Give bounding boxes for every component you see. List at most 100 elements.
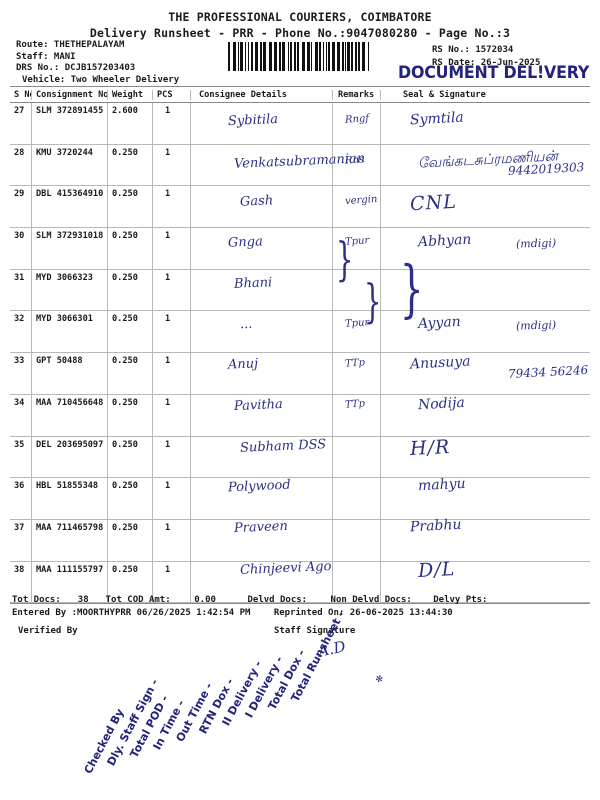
- cell-consignment: DBL 415364910: [32, 186, 108, 228]
- cell-pcs: 1: [153, 228, 191, 269]
- cell-consignment: SLM 372891455: [32, 103, 108, 144]
- cell-seal: [381, 520, 590, 561]
- delivery-checklist: Total Runsheet - Total Dox -I Delivery -I…: [0, 609, 420, 800]
- cell-seal: [381, 228, 590, 269]
- cell-consignee: [191, 561, 333, 603]
- cell-seal: [381, 145, 590, 186]
- tot-cod-value: 0.00: [194, 595, 216, 605]
- cell-pcs: 1: [153, 144, 191, 186]
- table-row: 27 SLM 372891455 2.600 1: [10, 103, 590, 145]
- rs-no-label: RS No.: 1572034: [432, 45, 514, 55]
- cell-remarks: [333, 186, 381, 228]
- cell-remarks: [333, 436, 381, 478]
- footer-entry-line: Entered By :MOORTHYPRR 06/26/2025 1:42:5…: [12, 607, 592, 620]
- cell-weight: 0.250: [108, 394, 153, 436]
- cell-remarks: [333, 103, 381, 144]
- cell-weight: 0.250: [108, 478, 153, 519]
- cell-sno: 35: [10, 436, 32, 478]
- table-row: 31 MYD 3066323 0.250 1: [10, 269, 590, 312]
- cell-pcs: 1: [153, 478, 191, 519]
- delvy-pts-label: Delvy Pts:: [433, 595, 488, 605]
- cell-sno: 31: [10, 269, 32, 311]
- column-header-pcs: PCS: [153, 89, 191, 100]
- table-row: 29 DBL 415364910 0.250 1: [10, 186, 590, 229]
- cell-sno: 33: [10, 353, 32, 394]
- cell-consignee: [191, 269, 333, 311]
- column-header-consignee: Consignee Details: [191, 89, 333, 100]
- delvd-docs-label: Delvd Docs:: [247, 595, 308, 605]
- cell-seal: [381, 353, 590, 394]
- verified-by-label: Verified By: [18, 626, 78, 636]
- table-row: 32 MYD 3066301 0.250 1: [10, 311, 590, 354]
- cell-remarks: [333, 311, 381, 353]
- table-row: 30 SLM 372931018 0.250 1: [10, 228, 590, 270]
- staff-label: Staff: MANI: [16, 51, 76, 62]
- consignment-meta-left: Route: THETHEPALAYAM Staff: MANI DRS No.…: [16, 40, 179, 86]
- cell-sno: 29: [10, 186, 32, 228]
- cell-weight: 0.250: [108, 269, 153, 311]
- cell-seal: [381, 395, 590, 436]
- cell-seal: [381, 478, 590, 519]
- cell-remarks: [333, 228, 381, 269]
- cell-weight: 0.250: [108, 353, 153, 394]
- cell-pcs: 1: [153, 186, 191, 228]
- cell-sno: 32: [10, 311, 32, 353]
- cell-seal: [381, 437, 590, 478]
- cell-consignment: HBL 51855348: [32, 478, 108, 519]
- cell-weight: 0.250: [108, 561, 153, 603]
- column-header-sno: S No: [10, 89, 32, 100]
- cell-sno: 30: [10, 228, 32, 269]
- page-subtitle: Delivery Runsheet - PRR - Phone No.:9047…: [89, 26, 511, 40]
- cell-remarks: [333, 519, 381, 561]
- cell-consignment: SLM 372931018: [32, 228, 108, 269]
- non-delvd-docs-label: Non Delvd Docs:: [330, 595, 412, 605]
- reprinted-on-text: Reprinted On: 26-06-2025 13:44:30: [273, 608, 453, 618]
- cell-consignment: MAA 710456648: [32, 394, 108, 436]
- document-delivery-stamp: DOCUMENT DEL!VERY: [398, 63, 590, 82]
- cell-pcs: 1: [153, 394, 191, 436]
- cell-seal: [381, 186, 590, 227]
- rs-date-label: RS Date: 26-Jun-2025: [432, 57, 541, 68]
- cell-pcs: 1: [153, 561, 191, 603]
- table-row: 34 MAA 710456648 0.250 1: [10, 394, 590, 437]
- cell-pcs: 1: [153, 519, 191, 561]
- cell-weight: 0.250: [108, 186, 153, 228]
- barcode: [228, 42, 370, 71]
- cell-consignee: [191, 311, 333, 353]
- cell-seal: [381, 270, 590, 311]
- cell-consignee: [191, 228, 333, 269]
- cell-weight: 0.250: [108, 228, 153, 269]
- cell-consignee: [191, 144, 333, 186]
- cell-seal: [381, 103, 590, 144]
- column-header-seal: Seal & Signature: [403, 89, 486, 100]
- table-row: 37 MAA 711465798 0.250 1: [10, 519, 590, 562]
- cell-sno: 34: [10, 394, 32, 436]
- column-header-remarks: Remarks: [333, 89, 381, 100]
- page-title: THE PROFESSIONAL COURIERS, COIMBATORE: [168, 10, 432, 24]
- cell-pcs: 1: [153, 353, 191, 394]
- cell-consignee: [191, 394, 333, 436]
- cell-consignee: [191, 519, 333, 561]
- drs-no-label: DRS No.: DCJB157203403: [16, 63, 136, 74]
- cell-pcs: 1: [153, 436, 191, 478]
- cell-sno: 37: [10, 519, 32, 561]
- cell-consignment: MAA 711465798: [32, 519, 108, 561]
- runsheet-table: S No Consignment No Weight PCS Consignee…: [10, 86, 590, 605]
- table-header-row: S No Consignment No Weight PCS Consignee…: [10, 87, 590, 103]
- column-header-consignment: Consignment No: [32, 89, 108, 100]
- cell-consignment: KMU 3720244: [32, 144, 108, 186]
- cell-consignee: [191, 436, 333, 478]
- tot-docs-label: Tot Docs:: [12, 595, 61, 605]
- consignment-meta-right: RS No.: 1572034 RS Date: 26-Jun-2025: [432, 44, 540, 69]
- cell-weight: 0.250: [108, 311, 153, 353]
- cell-pcs: 1: [153, 311, 191, 353]
- table-row: 38 MAA 111155797 0.250 1: [10, 561, 590, 604]
- cell-consignment: MYD 3066301: [32, 311, 108, 353]
- cell-weight: 0.250: [108, 436, 153, 478]
- vehicle-label: Vehicle: Two Wheeler Delivery: [22, 74, 180, 85]
- cell-consignment: GPT 50488: [32, 353, 108, 394]
- cell-sno: 36: [10, 478, 32, 519]
- cell-seal: [381, 311, 590, 352]
- cell-pcs: 1: [153, 103, 191, 144]
